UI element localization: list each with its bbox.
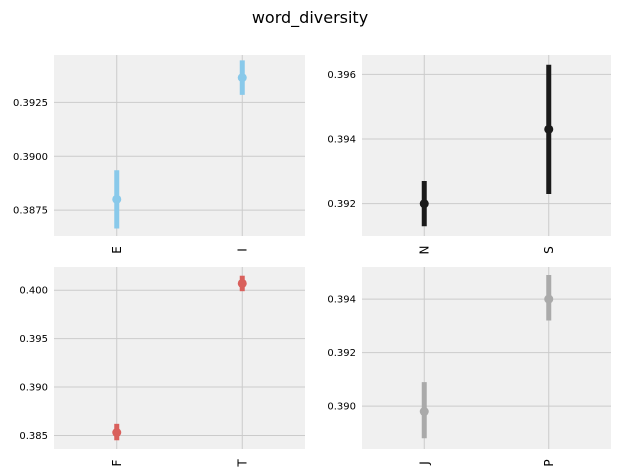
- x-tick-label: I: [235, 248, 249, 252]
- x-tick-label: J: [417, 461, 431, 466]
- data-point: [237, 278, 247, 288]
- x-tick-label: T: [235, 459, 249, 468]
- data-point: [112, 428, 122, 438]
- x-tick-label: P: [542, 459, 556, 466]
- figure-title: word_diversity: [251, 8, 369, 27]
- y-tick-label: 0.396: [327, 70, 356, 81]
- subplot-1: 0.3875 0.3900 0.3925 E I: [13, 55, 305, 254]
- y-tick-label: 0.400: [19, 286, 48, 297]
- x-tick-label: S: [542, 246, 556, 254]
- data-point: [419, 407, 429, 417]
- subplot-3: 0.385 0.390 0.395 0.400 F T: [19, 267, 305, 468]
- plot-area: [54, 267, 305, 449]
- subplot-2: 0.392 0.394 0.396 N S: [327, 55, 611, 254]
- x-tick-label: N: [417, 246, 431, 255]
- data-point: [544, 124, 554, 134]
- y-tick-label: 0.390: [19, 383, 48, 394]
- y-tick-label: 0.3925: [13, 98, 48, 109]
- y-tick-label: 0.395: [19, 334, 48, 345]
- y-tick-label: 0.394: [327, 295, 356, 306]
- data-point: [237, 73, 247, 83]
- y-tick-label: 0.392: [327, 199, 356, 210]
- y-tick-label: 0.3900: [13, 152, 48, 163]
- x-tick-label: F: [110, 459, 124, 466]
- data-point: [419, 199, 429, 209]
- plot-area: [362, 267, 611, 449]
- data-point: [544, 294, 554, 304]
- x-tick-label: E: [110, 246, 124, 254]
- y-tick-label: 0.392: [327, 348, 356, 359]
- plot-area: [362, 55, 611, 236]
- y-tick-label: 0.394: [327, 135, 356, 146]
- y-tick-label: 0.3875: [13, 206, 48, 217]
- subplot-4: 0.390 0.392 0.394 J P: [327, 267, 611, 467]
- data-point: [112, 194, 122, 204]
- plot-area: [54, 55, 305, 236]
- y-tick-label: 0.385: [19, 431, 48, 442]
- y-tick-label: 0.390: [327, 402, 356, 413]
